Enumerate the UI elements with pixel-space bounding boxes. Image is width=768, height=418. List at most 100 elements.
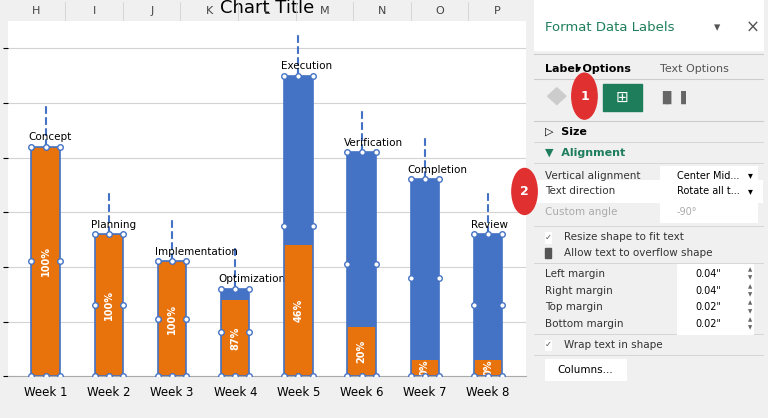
Text: N: N — [378, 7, 386, 16]
Text: Verification: Verification — [344, 138, 403, 148]
Bar — [474, 360, 502, 376]
Bar — [31, 147, 60, 376]
Text: 0%: 0% — [483, 360, 493, 376]
Bar — [411, 179, 439, 376]
Bar — [474, 234, 502, 376]
Text: ▾: ▾ — [748, 186, 753, 196]
Text: Top margin: Top margin — [545, 302, 603, 312]
Bar — [545, 232, 551, 242]
Text: Completion: Completion — [408, 165, 468, 175]
Polygon shape — [548, 88, 566, 104]
Bar — [221, 289, 250, 376]
Text: 100%: 100% — [104, 290, 114, 320]
Text: ▲: ▲ — [748, 317, 753, 322]
Text: 0.02": 0.02" — [695, 302, 721, 312]
Text: Text direction: Text direction — [545, 186, 615, 196]
Text: 46%: 46% — [293, 299, 303, 322]
Bar — [677, 298, 753, 318]
Text: 87%: 87% — [230, 326, 240, 349]
Bar — [94, 234, 123, 376]
Text: Wrap text in shape: Wrap text in shape — [564, 340, 662, 350]
Text: Text Options: Text Options — [660, 64, 730, 74]
Bar — [677, 314, 753, 334]
Text: J: J — [150, 7, 154, 16]
Bar — [545, 359, 626, 380]
Bar — [94, 234, 123, 376]
Text: -90°: -90° — [677, 206, 697, 217]
Bar — [284, 76, 313, 376]
Text: ▲: ▲ — [748, 267, 753, 272]
Circle shape — [511, 168, 538, 214]
Text: I: I — [92, 7, 96, 16]
Bar — [158, 261, 187, 376]
Bar — [284, 245, 313, 376]
Bar — [158, 261, 187, 376]
Bar — [660, 166, 757, 186]
Bar — [536, 181, 762, 202]
Text: Execution: Execution — [281, 61, 333, 71]
Text: 0.04": 0.04" — [695, 269, 721, 279]
Text: H: H — [32, 7, 41, 16]
Text: Implementation: Implementation — [154, 247, 237, 257]
Text: 100%: 100% — [41, 246, 51, 276]
Text: 20%: 20% — [356, 340, 366, 363]
Text: Custom angle: Custom angle — [545, 206, 617, 217]
Text: Resize shape to fit text: Resize shape to fit text — [564, 232, 684, 242]
Text: Left margin: Left margin — [545, 269, 605, 279]
Text: ▼  Alignment: ▼ Alignment — [545, 148, 625, 158]
Text: Right margin: Right margin — [545, 285, 613, 296]
Text: ▼: ▼ — [748, 292, 753, 297]
Bar — [347, 152, 376, 376]
Bar — [603, 84, 642, 111]
Text: 100%: 100% — [167, 304, 177, 334]
Text: 1: 1 — [580, 89, 589, 103]
Text: Center Mid...: Center Mid... — [677, 171, 739, 181]
Bar — [284, 76, 313, 376]
Text: Bottom margin: Bottom margin — [545, 319, 624, 329]
Text: ⊞: ⊞ — [616, 89, 629, 104]
Bar — [534, 0, 764, 50]
Bar — [221, 289, 250, 376]
Bar — [221, 300, 250, 376]
Text: Planning: Planning — [91, 220, 137, 230]
Text: O: O — [435, 7, 444, 16]
Text: P: P — [494, 7, 501, 16]
Bar — [31, 147, 60, 376]
Text: ×: × — [746, 18, 760, 36]
Bar — [94, 234, 123, 376]
Text: ▐▌▐: ▐▌▐ — [657, 90, 687, 104]
Text: ▾: ▾ — [713, 20, 720, 34]
Text: ✓: ✓ — [545, 233, 551, 242]
Bar — [545, 247, 551, 258]
Bar — [411, 179, 439, 376]
Text: Columns...: Columns... — [558, 365, 614, 375]
Bar — [605, 87, 640, 109]
Bar — [474, 234, 502, 376]
Bar — [677, 281, 753, 301]
Bar — [31, 147, 60, 376]
Text: Vertical alignment: Vertical alignment — [545, 171, 641, 181]
Text: ▲: ▲ — [748, 301, 753, 306]
Text: ▲: ▲ — [748, 284, 753, 289]
Text: 0.04": 0.04" — [695, 285, 721, 296]
Text: 2: 2 — [520, 185, 529, 198]
Text: Label Options: Label Options — [545, 64, 631, 74]
Text: 0.02": 0.02" — [695, 319, 721, 329]
Text: Review: Review — [471, 220, 508, 230]
Text: M: M — [319, 7, 329, 16]
Text: Format Data Labels: Format Data Labels — [545, 20, 675, 34]
Text: Allow text to overflow shape: Allow text to overflow shape — [564, 248, 712, 258]
Bar — [545, 339, 551, 350]
Text: ✓: ✓ — [545, 340, 551, 349]
Bar — [347, 152, 376, 376]
Circle shape — [571, 73, 598, 119]
Text: ▷  Size: ▷ Size — [545, 127, 588, 137]
Text: ▼: ▼ — [748, 275, 753, 280]
Title: Chart Title: Chart Title — [220, 0, 314, 17]
Bar — [411, 360, 439, 376]
Text: Concept: Concept — [28, 132, 71, 142]
Bar — [347, 327, 376, 376]
Bar — [158, 261, 187, 376]
Bar — [660, 201, 757, 222]
Bar — [677, 264, 753, 284]
